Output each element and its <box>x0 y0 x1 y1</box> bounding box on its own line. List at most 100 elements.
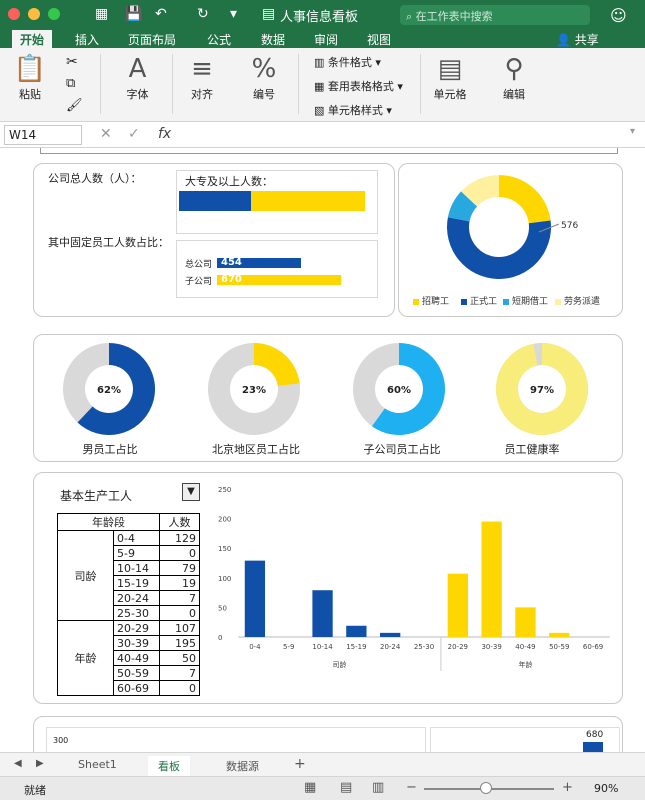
share-button[interactable]: 👤 共享 <box>556 31 599 48</box>
ratio-percent: 23% <box>242 385 266 396</box>
group-label-age: 年龄 <box>518 660 532 669</box>
employee-type-dropdown[interactable]: 基本生产工人 <box>60 489 133 503</box>
y-tick-label: 150 <box>218 545 231 553</box>
edit-button[interactable]: ⚲ 编辑 <box>494 52 534 102</box>
save-icon[interactable]: 💾 <box>125 6 143 22</box>
bar-30-39 <box>481 521 502 637</box>
worksheet[interactable]: 公司总人数（人）： 其中固定员工人数占比： 大专及以上人数： 总公司 子公司 4… <box>0 148 645 752</box>
format-painter-icon[interactable]: 🖌 <box>66 98 83 113</box>
table-range: 0-4 <box>113 530 160 546</box>
college-bar-yellow <box>251 191 365 211</box>
zoom-out-icon[interactable]: − <box>406 780 417 795</box>
zoom-window-button[interactable] <box>48 8 60 20</box>
expand-formula-icon[interactable]: ▾ <box>630 126 636 137</box>
zoom-level[interactable]: 90% <box>594 782 619 795</box>
fixed-ratio-label: 其中固定员工人数占比： <box>48 236 169 249</box>
age-bar-chart: 0 50 100 150 200 250 0-4 5-9 10-14 15-19 20-24 25-3… <box>218 486 610 671</box>
bottom-chart-left: 300 <box>46 727 426 752</box>
undo-icon[interactable]: ↶ <box>155 6 167 22</box>
bar-40-49 <box>515 607 536 637</box>
minimize-window-button[interactable] <box>28 8 40 20</box>
bar-50-59 <box>549 632 570 637</box>
bar-0-4 <box>244 560 266 637</box>
sidebar-toggle-icon[interactable]: ▦ <box>95 6 109 22</box>
ribbon-tabs: 开始 插入 页面布局 公式 数据 审阅 视图 👤 共享 <box>0 30 645 48</box>
table-format-button[interactable]: ▦ 套用表格格式 ▾ <box>314 80 403 93</box>
legend-item: 正式工 <box>461 294 497 307</box>
sheet-search-input[interactable]: ⌕ 在工作表中搜索 <box>400 5 590 25</box>
donut-slice <box>499 175 551 224</box>
tab-insert[interactable]: 插入 <box>75 33 100 47</box>
ratio-donut-fill <box>496 343 589 435</box>
fixed-ratio-box: 总公司 子公司 454 670 <box>176 240 378 298</box>
table-count: 129 <box>159 530 200 546</box>
sheet-tab-datasource[interactable]: 数据源 <box>226 760 259 773</box>
number-format-button[interactable]: % 编号 <box>244 52 284 102</box>
sub-value: 670 <box>221 274 242 285</box>
add-sheet-button[interactable]: + <box>294 756 306 772</box>
group-label-tenure: 司龄 <box>332 660 346 669</box>
tab-data[interactable]: 数据 <box>261 33 286 47</box>
bottom-left-value: 300 <box>53 736 69 745</box>
name-box[interactable]: W14 <box>4 125 82 145</box>
prev-sheet-icon[interactable]: ◀ <box>14 758 22 769</box>
zoom-slider-thumb[interactable] <box>480 782 492 794</box>
status-ready: 就绪 <box>24 784 46 797</box>
ratio-donut-fill <box>371 343 446 435</box>
dropdown-arrow-icon[interactable]: ▼ <box>182 483 200 501</box>
redo-icon[interactable]: ↻ <box>197 6 209 22</box>
cell-style-icon: ▧ <box>314 104 328 117</box>
cell-button[interactable]: ▤ 单元格 <box>428 52 472 102</box>
subsidiary-ratio-label: 子公司员工占比 <box>363 443 441 456</box>
next-sheet-icon[interactable]: ▶ <box>36 758 44 769</box>
tab-page-layout[interactable]: 页面布局 <box>128 33 177 47</box>
close-window-button[interactable] <box>8 8 20 20</box>
font-button[interactable]: A 字体 <box>115 52 160 102</box>
status-bar: 就绪 ▦ ▤ ▥ − + 90% <box>0 776 645 800</box>
group-tenure: 司龄 <box>57 530 114 621</box>
document-title: 人事信息看板 <box>280 10 359 25</box>
sheet-tab-dashboard[interactable]: 看板 <box>148 756 190 778</box>
y-tick-label: 100 <box>218 575 231 583</box>
paste-button[interactable]: 📋 粘贴 <box>10 52 50 102</box>
conditional-format-button[interactable]: ▥ 条件格式 ▾ <box>314 56 381 69</box>
edit-label: 编辑 <box>503 88 525 101</box>
type-donut-panel: 576 招聘工 正式工 短期借工 劳务派遣 <box>398 163 623 317</box>
copy-icon[interactable]: ⧉ <box>66 76 76 91</box>
search-magnifier-icon: ⚲ <box>504 54 524 84</box>
smiley-feedback-icon[interactable]: ☺ <box>610 6 627 25</box>
sheet-tab-sheet1[interactable]: Sheet1 <box>78 758 117 771</box>
frame-edge <box>40 148 618 154</box>
hq-bar <box>217 258 301 268</box>
tab-home[interactable]: 开始 <box>12 30 53 48</box>
confirm-icon[interactable]: ✓ <box>128 126 140 142</box>
tab-formulas[interactable]: 公式 <box>207 33 232 47</box>
divider <box>420 54 421 114</box>
cut-icon[interactable]: ✂ <box>66 54 78 70</box>
customize-toolbar-icon[interactable]: ▾ <box>230 6 238 22</box>
cancel-icon[interactable]: ✕ <box>100 126 112 142</box>
legend-label: 正式工 <box>470 297 498 307</box>
page-break-view-icon[interactable]: ▥ <box>372 780 385 795</box>
donut-slice <box>447 191 478 222</box>
align-button[interactable]: ≡ 对齐 <box>182 52 222 102</box>
function-icon[interactable]: fx <box>158 126 172 142</box>
tab-review[interactable]: 审阅 <box>314 33 339 47</box>
beijing-ratio-label: 北京地区员工占比 <box>212 443 300 456</box>
sheet-tabs-bar: ◀ ▶ Sheet1 看板 数据源 + <box>0 752 645 778</box>
table-count: 195 <box>159 635 200 651</box>
legend-label: 劳务派遣 <box>564 297 601 307</box>
page-layout-view-icon[interactable]: ▤ <box>340 780 353 795</box>
tab-view[interactable]: 视图 <box>367 33 392 47</box>
header-count: 人数 <box>159 513 200 531</box>
percent-icon: % <box>251 54 277 84</box>
x-tick-label: 60-69 <box>583 643 603 651</box>
y-tick-label: 200 <box>218 516 231 524</box>
sub-bar <box>217 275 341 285</box>
donut-slice <box>461 175 499 207</box>
zoom-in-icon[interactable]: + <box>562 780 573 795</box>
search-placeholder: 在工作表中搜索 <box>415 10 493 23</box>
table-count: 19 <box>159 575 200 591</box>
normal-view-icon[interactable]: ▦ <box>304 780 317 795</box>
cell-style-button[interactable]: ▧ 单元格样式 ▾ <box>314 104 392 117</box>
